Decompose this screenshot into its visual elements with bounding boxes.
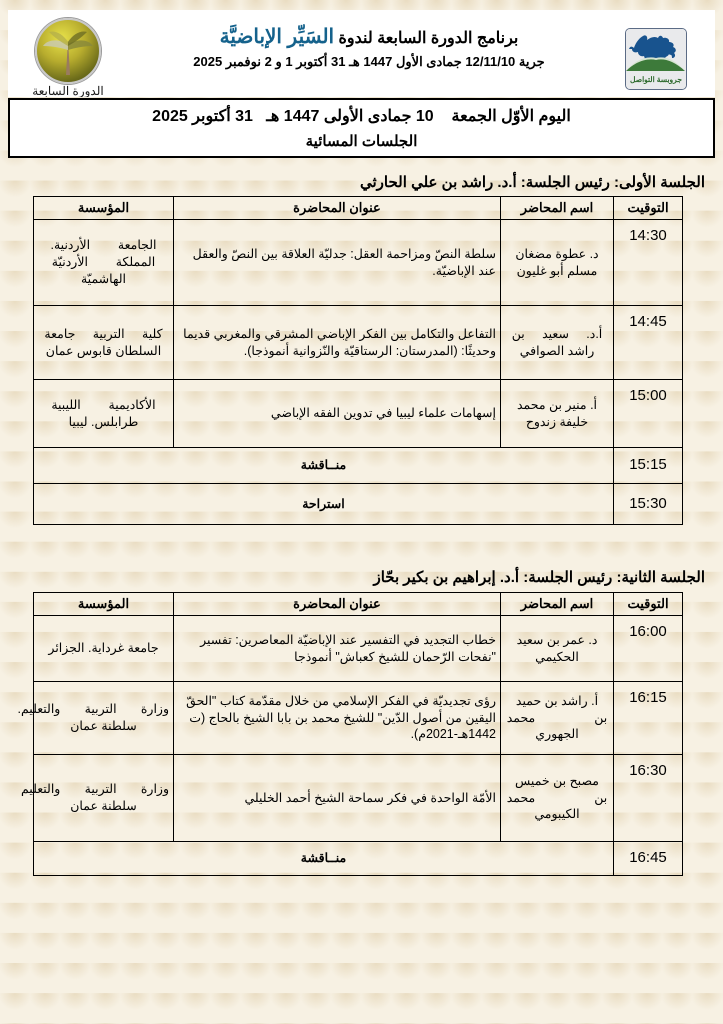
svg-text:جروبسة التواصل: جروبسة التواصل [630, 75, 682, 85]
